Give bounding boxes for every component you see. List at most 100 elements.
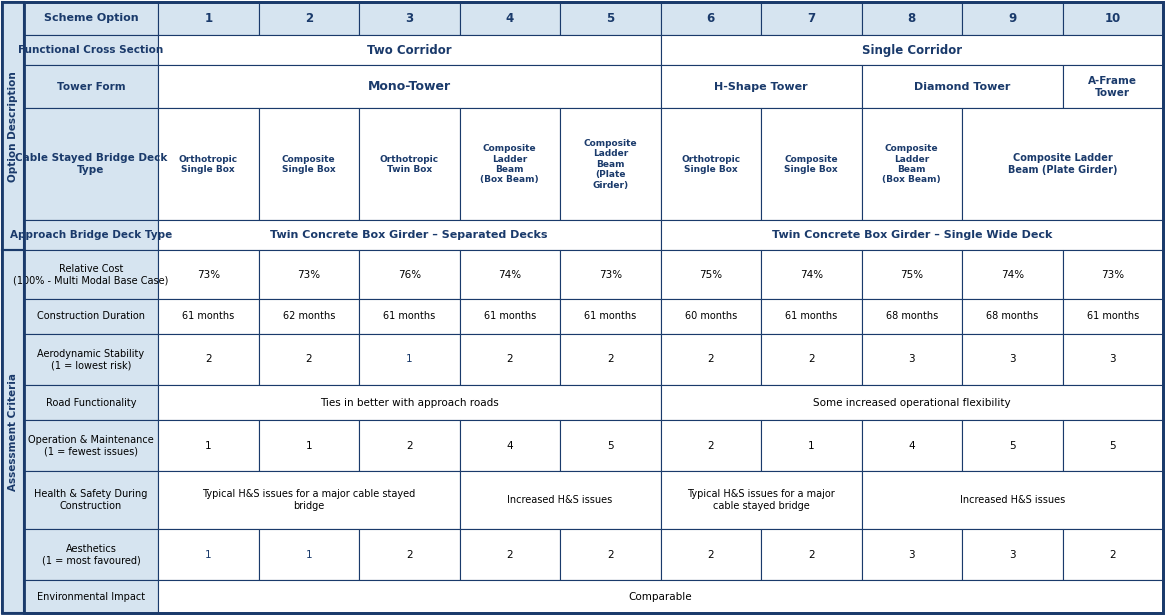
Bar: [761, 108, 861, 220]
Bar: [2, 250, 24, 613]
Bar: [962, 250, 1062, 299]
Bar: [2, 2, 24, 250]
Text: Health & Safety During
Construction: Health & Safety During Construction: [34, 490, 148, 511]
Text: 2: 2: [809, 354, 814, 365]
Text: 4: 4: [909, 441, 915, 451]
Bar: [661, 530, 761, 580]
Text: Composite
Ladder
Beam
(Box Beam): Composite Ladder Beam (Box Beam): [882, 144, 941, 184]
Text: 75%: 75%: [699, 269, 722, 280]
Bar: [1062, 530, 1163, 580]
Bar: [861, 65, 1062, 108]
Text: Operation & Maintenance
(1 = fewest issues): Operation & Maintenance (1 = fewest issu…: [28, 435, 154, 456]
Bar: [259, 299, 359, 334]
Bar: [259, 420, 359, 471]
Text: Twin Concrete Box Girder – Separated Decks: Twin Concrete Box Girder – Separated Dec…: [270, 230, 548, 240]
Bar: [459, 2, 560, 35]
Bar: [24, 220, 158, 250]
Bar: [861, 2, 962, 35]
Bar: [259, 108, 359, 220]
Text: Relative Cost
(100% - Multi Modal Base Case): Relative Cost (100% - Multi Modal Base C…: [13, 264, 169, 285]
Text: A-Frame
Tower: A-Frame Tower: [1088, 76, 1137, 98]
Bar: [24, 299, 158, 334]
Bar: [661, 334, 761, 385]
Bar: [158, 250, 259, 299]
Text: 61 months: 61 months: [483, 311, 536, 322]
Text: Single Corridor: Single Corridor: [862, 44, 962, 57]
Bar: [24, 530, 158, 580]
Text: 68 months: 68 months: [885, 311, 938, 322]
Text: 6: 6: [707, 12, 715, 25]
Text: 3: 3: [1009, 550, 1016, 560]
Bar: [761, 334, 861, 385]
Text: 2: 2: [1109, 550, 1116, 560]
Text: 3: 3: [909, 550, 915, 560]
Bar: [962, 108, 1163, 220]
Text: 61 months: 61 months: [383, 311, 436, 322]
Text: 2: 2: [507, 550, 513, 560]
Bar: [560, 250, 661, 299]
Text: 2: 2: [607, 550, 614, 560]
Bar: [259, 334, 359, 385]
Text: 76%: 76%: [397, 269, 421, 280]
Text: 73%: 73%: [297, 269, 320, 280]
Bar: [560, 108, 661, 220]
Bar: [158, 108, 259, 220]
Bar: [560, 299, 661, 334]
Text: 3: 3: [1109, 354, 1116, 365]
Text: Road Functionality: Road Functionality: [45, 397, 136, 408]
Bar: [761, 299, 861, 334]
Text: 7: 7: [807, 12, 815, 25]
Text: 73%: 73%: [197, 269, 220, 280]
Bar: [158, 530, 259, 580]
Bar: [24, 65, 158, 108]
Bar: [661, 2, 761, 35]
Bar: [158, 471, 459, 530]
Bar: [861, 471, 1163, 530]
Text: 2: 2: [305, 12, 313, 25]
Text: 61 months: 61 months: [1087, 311, 1139, 322]
Text: 1: 1: [205, 441, 212, 451]
Bar: [359, 108, 459, 220]
Bar: [661, 420, 761, 471]
Text: 5: 5: [1009, 441, 1016, 451]
Text: Orthotropic
Single Box: Orthotropic Single Box: [682, 154, 740, 174]
Bar: [962, 299, 1062, 334]
Bar: [761, 2, 861, 35]
Text: Orthotropic
Twin Box: Orthotropic Twin Box: [380, 154, 439, 174]
Text: H-Shape Tower: H-Shape Tower: [714, 82, 807, 92]
Text: Construction Duration: Construction Duration: [37, 311, 144, 322]
Text: Composite
Ladder
Beam
(Box Beam): Composite Ladder Beam (Box Beam): [480, 144, 539, 184]
Bar: [661, 65, 861, 108]
Text: 62 months: 62 months: [283, 311, 336, 322]
Text: 1: 1: [204, 12, 212, 25]
Bar: [459, 420, 560, 471]
Bar: [861, 420, 962, 471]
Bar: [158, 220, 661, 250]
Text: 2: 2: [507, 354, 513, 365]
Text: 74%: 74%: [499, 269, 521, 280]
Text: Two Corridor: Two Corridor: [367, 44, 452, 57]
Text: 3: 3: [909, 354, 915, 365]
Bar: [359, 299, 459, 334]
Text: Assessment Criteria: Assessment Criteria: [8, 373, 17, 491]
Bar: [962, 530, 1062, 580]
Text: Twin Concrete Box Girder – Single Wide Deck: Twin Concrete Box Girder – Single Wide D…: [771, 230, 1052, 240]
Bar: [24, 385, 158, 420]
Bar: [459, 334, 560, 385]
Text: 1: 1: [205, 550, 212, 560]
Bar: [661, 35, 1163, 65]
Text: 2: 2: [707, 441, 714, 451]
Bar: [24, 108, 158, 220]
Text: Composite
Single Box: Composite Single Box: [282, 154, 336, 174]
Text: Increased H&S issues: Increased H&S issues: [960, 495, 1065, 505]
Text: Option Description: Option Description: [8, 71, 17, 181]
Bar: [2, 2, 24, 250]
Bar: [661, 108, 761, 220]
Bar: [861, 299, 962, 334]
Bar: [158, 385, 661, 420]
Bar: [1062, 2, 1163, 35]
Text: 73%: 73%: [1101, 269, 1124, 280]
Bar: [560, 420, 661, 471]
Bar: [259, 2, 359, 35]
Text: Diamond Tower: Diamond Tower: [913, 82, 1010, 92]
